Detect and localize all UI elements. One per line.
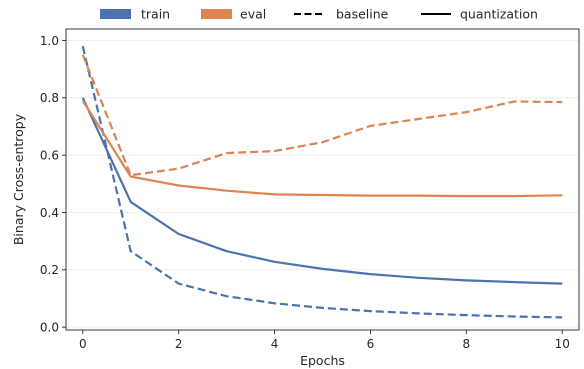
series-lines xyxy=(81,45,563,319)
legend-label-baseline: baseline xyxy=(336,7,389,22)
y-tick-label-1: 0.2 xyxy=(40,263,59,277)
x-tick-label-1: 2 xyxy=(175,337,183,351)
series-train-baseline xyxy=(81,45,563,319)
x-axis: 0 2 4 6 8 10 xyxy=(79,330,570,351)
series-train-quantization xyxy=(81,97,563,285)
y-tick-label-0: 0.0 xyxy=(40,320,59,334)
legend-label-quantization: quantization xyxy=(460,7,538,22)
x-tick-label-3: 6 xyxy=(367,337,375,351)
y-axis-label: Binary Cross-entropy xyxy=(11,113,26,245)
legend-label-train: train xyxy=(141,7,170,22)
y-tick-label-4: 0.8 xyxy=(40,91,59,105)
legend-swatch-train xyxy=(100,9,131,19)
x-axis-label: Epochs xyxy=(300,353,345,368)
grid xyxy=(66,40,579,328)
x-tick-label-2: 4 xyxy=(271,337,279,351)
y-axis: 0.0 0.2 0.4 0.6 0.8 1.0 xyxy=(40,34,66,334)
x-tick-label-5: 10 xyxy=(555,337,570,351)
legend-label-eval: eval xyxy=(240,7,266,22)
legend: train eval baseline quantization xyxy=(100,7,538,22)
y-tick-label-3: 0.6 xyxy=(40,148,59,162)
y-tick-label-5: 1.0 xyxy=(40,34,59,48)
y-tick-label-2: 0.4 xyxy=(40,206,59,220)
legend-swatch-eval xyxy=(201,9,232,19)
x-tick-label-0: 0 xyxy=(79,337,87,351)
series-eval-quantization xyxy=(81,100,563,198)
series-eval-baseline xyxy=(81,54,563,177)
plot-frame xyxy=(65,28,580,331)
x-tick-label-4: 8 xyxy=(463,337,471,351)
